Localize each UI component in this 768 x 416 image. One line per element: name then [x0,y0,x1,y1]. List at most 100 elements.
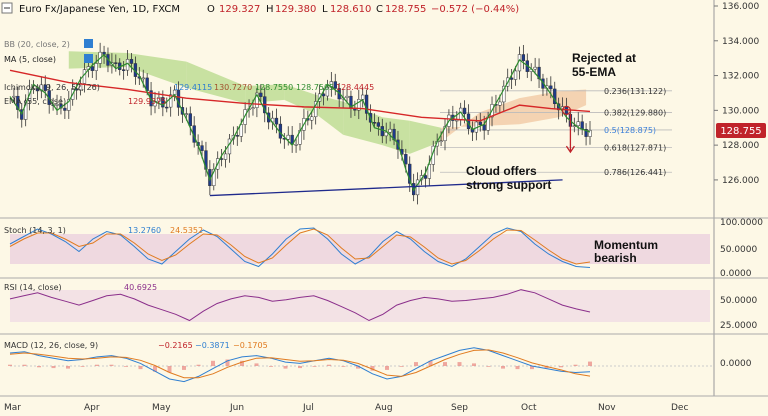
candle-body [376,122,381,127]
macd-histogram-bar [283,366,288,369]
macd-histogram-bar [370,366,375,371]
macd-histogram-bar [80,366,85,367]
momentum-annotation-line2: bearish [594,251,637,265]
macd-value-3: −0.1705 [233,341,268,350]
candle-body [588,130,592,137]
high-label: H [266,4,274,15]
candle-body [12,95,16,98]
ema55-line [9,69,591,122]
macd-histogram-bar [240,360,244,366]
candle-body [129,59,134,64]
macd-histogram-bar [211,360,215,366]
candle-body [239,124,243,137]
macd-histogram-bar [588,361,592,366]
macd-histogram-bar [298,366,302,369]
price-tick-label: 132.000 [722,72,759,82]
macd-histogram-bar [501,366,505,369]
candle-body [325,87,330,97]
candle-body [39,84,44,92]
cloud-segment [343,101,383,146]
candle-body [462,107,467,115]
macd-histogram-bar [167,366,172,373]
ma5-legend[interactable]: MA (5, close) [4,55,56,64]
time-axis: Mar Apr May Jun Jul Aug Sep Oct Nov Dec [4,403,688,413]
candle-body [184,113,189,115]
macd-histogram-bar [399,366,404,367]
price-tick-label: 130.000 [722,106,759,116]
macd-value-1: −0.2165 [158,341,193,350]
rsi-band [10,290,710,322]
macd-histogram-bar [225,359,230,366]
macd-legend[interactable]: MACD (12, 26, close, 9) [4,341,98,350]
ichimoku-value-4: 128.7505 [296,83,334,92]
month-label: Sep [451,403,468,413]
macd-histogram-bar [51,366,56,369]
ichimoku-legend[interactable]: Ichimoku (9, 26, 52, 26) [4,83,100,92]
ichimoku-value-3: 128.7550 [255,83,293,92]
candle-body [553,88,557,104]
cloud-segment [409,120,442,154]
month-label: Aug [375,403,393,413]
candle-body [114,62,118,64]
cloud-segment [186,61,246,104]
rejected-annotation-line2: 55-EMA [572,65,616,79]
macd-histogram-bar [66,366,70,369]
candle-body [82,69,87,84]
candle-body [223,153,228,160]
candle-body [200,145,204,151]
macd-histogram-bar [385,366,389,370]
fib-label: 0.236(131.122) [604,87,666,96]
candle-body [35,88,40,92]
fib-label: 0.786(126.441) [604,168,666,177]
candle-body [16,95,20,110]
macd-histogram-bar [486,366,491,367]
macd-histogram-bar [182,366,186,370]
candle-body [314,101,318,118]
symbol-title: Euro Fx/Japanese Yen, 1D, FXCM [19,4,180,15]
macd-histogram-bar [341,366,346,367]
stoch-tick-0: 0.0000 [720,269,752,279]
fib-label: 0.5(128.875) [604,126,656,135]
candle-body [333,81,337,89]
rsi-tick-25: 25.0000 [720,321,757,331]
last-price-value: 128.755 [720,126,761,137]
change-value: −0.572 (−0.44%) [431,4,519,15]
stoch-value-k: 13.2760 [128,226,161,235]
macd-histogram-bar [544,366,549,369]
macd-histogram-bar [472,363,476,366]
ema-legend[interactable]: EMA (55, close) [4,97,66,106]
macd-histogram-bar [559,366,563,368]
cloud-segment [441,112,481,142]
candle-body [439,140,443,143]
candle-body [141,77,145,80]
candle-body [310,116,314,121]
month-label: Apr [84,403,100,413]
stoch-k-line [9,227,591,268]
macd-value-2: −0.3871 [195,341,230,350]
candle-body [498,101,502,106]
candle-body [408,163,412,184]
rejected-annotation-line1: Rejected at [572,51,636,65]
candle-body [357,99,361,111]
ichimoku-value-1: 129.4115 [174,83,212,92]
candle-body [24,100,28,120]
candle-body [584,128,588,137]
bb-legend[interactable]: BB (20, close, 2) [4,40,70,49]
eye-icon[interactable] [84,39,93,48]
month-label: Nov [598,403,616,413]
macd-histogram-bar [327,364,331,366]
momentum-annotation-line1: Momentum [594,238,658,252]
ichimoku-value-5: 128.4445 [336,83,374,92]
candle-body [576,121,580,126]
rsi-legend[interactable]: RSI (14, close) [4,283,62,292]
eye-icon[interactable] [84,54,93,63]
stoch-legend[interactable]: Stoch (14, 3, 1) [4,226,66,235]
macd-histogram-bar [428,360,433,366]
candle-body [455,119,459,122]
cloud-segment [127,52,187,88]
cloud-annotation-line1: Cloud offers [466,164,537,178]
macd-histogram-bar [515,366,520,370]
candle-body [345,95,349,98]
